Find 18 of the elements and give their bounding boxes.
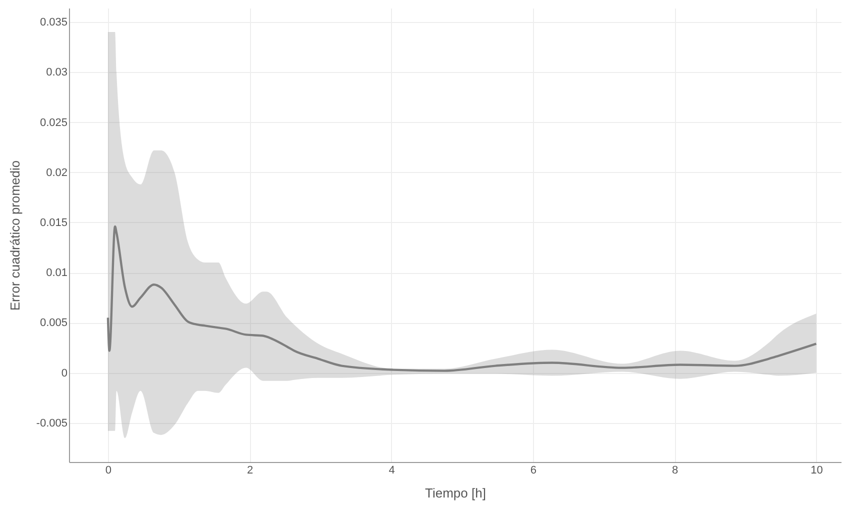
y-tick-label: 0 bbox=[61, 367, 68, 380]
x-tick-label: 6 bbox=[530, 464, 536, 476]
y-tick-label: 0.02 bbox=[46, 166, 68, 179]
x-axis-title: Tiempo [h] bbox=[425, 486, 486, 500]
x-tick-label: 8 bbox=[672, 464, 678, 476]
y-tick-label: 0.015 bbox=[40, 216, 68, 229]
y-tick-label: 0.01 bbox=[46, 267, 68, 280]
x-tick-label: 4 bbox=[388, 464, 395, 476]
y-tick-label: 0.005 bbox=[40, 317, 68, 330]
y-tick-label: 0.03 bbox=[46, 66, 68, 79]
x-tick-label: 0 bbox=[105, 464, 112, 476]
line-series bbox=[106, 225, 818, 372]
y-tick-label: -0.005 bbox=[36, 417, 68, 430]
y-axis-title: Error cuadrático promedio bbox=[7, 160, 22, 311]
x-tick-label: 10 bbox=[810, 464, 823, 476]
y-tick-label: 0.025 bbox=[40, 116, 68, 129]
y-tick-label: 0.035 bbox=[40, 16, 68, 29]
x-tick-label: 2 bbox=[247, 464, 254, 476]
